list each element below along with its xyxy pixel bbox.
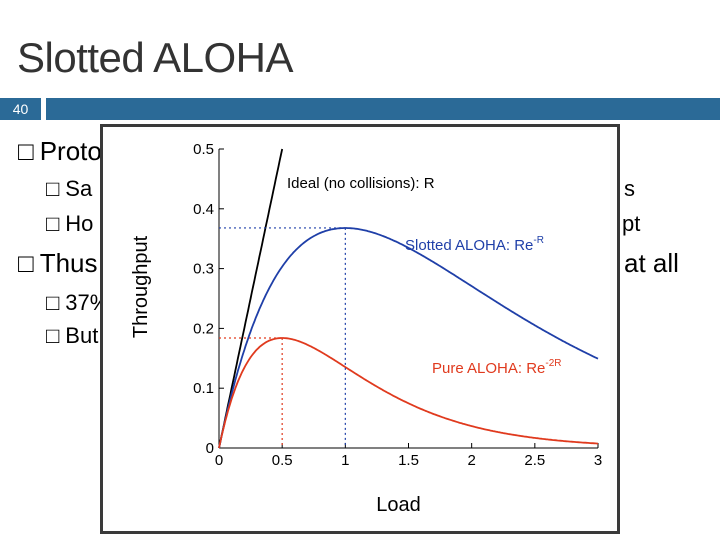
bullet-square-icon: □ <box>46 290 60 315</box>
bullet-text: But <box>65 323 99 348</box>
y-tick-label: 0 <box>206 440 214 457</box>
x-tick-label: 0 <box>215 452 223 469</box>
bullet-sa: □ Sa <box>46 176 92 202</box>
throughput-chart: 0 0.5 1 1.5 2 2.5 3 0 0.1 0.2 0.3 0.4 0.5 Load Through… <box>100 124 620 534</box>
bullet-square-icon: □ <box>46 211 60 236</box>
bullet-text: Sa <box>65 176 93 201</box>
y-tick-label: 0.2 <box>193 320 214 337</box>
y-tick-label: 0.5 <box>193 141 214 158</box>
bullet-text: Thus <box>39 248 98 278</box>
fragment-s: s <box>624 176 635 201</box>
series-line-2 <box>218 337 599 449</box>
x-axis-label: Load <box>376 494 421 516</box>
bullet-ho: □ Ho <box>46 211 93 237</box>
bullet-square-icon: □ <box>18 248 34 278</box>
fragment-pt: pt <box>622 211 641 236</box>
slide-number: 40 <box>0 98 41 120</box>
series-line-1 <box>218 227 599 449</box>
fragment-at-all: at all <box>624 248 679 278</box>
y-tick-label: 0.1 <box>193 380 214 397</box>
y-tick-label: 0.4 <box>193 201 214 218</box>
series-line-0 <box>218 148 284 449</box>
pure-series-label: Pure ALOHA: Re-2R <box>432 358 562 377</box>
x-tick-label: 2.5 <box>524 452 545 469</box>
bullet-thus: □ Thus <box>18 248 98 279</box>
bullet-but: □ But <box>46 323 98 349</box>
slide-title: Slotted ALOHA <box>17 34 294 81</box>
bullet-square-icon: □ <box>46 323 60 348</box>
chart-svg: 0 0.5 1 1.5 2 2.5 3 0 0.1 0.2 0.3 0.4 0.5 Load Through… <box>130 141 602 516</box>
x-tick-label: 2 <box>467 452 475 469</box>
title-bar <box>46 98 720 120</box>
ideal-series-label: Ideal (no collisions): R <box>287 175 435 192</box>
x-tick-label: 1 <box>341 452 349 469</box>
bullet-text: Ho <box>65 211 94 236</box>
x-tick-label: 0.5 <box>272 452 293 469</box>
x-tick-label: 1.5 <box>398 452 419 469</box>
y-axis-label: Throughput <box>130 235 152 338</box>
bullet-square-icon: □ <box>46 176 60 201</box>
bullet-text: Proto <box>39 136 102 166</box>
bullet-square-icon: □ <box>18 136 34 166</box>
slotted-series-label: Slotted ALOHA: Re-R <box>405 235 544 254</box>
bullet-protocol: □ Proto <box>18 136 102 167</box>
y-tick-label: 0.3 <box>193 261 214 278</box>
x-tick-label: 3 <box>594 452 602 469</box>
